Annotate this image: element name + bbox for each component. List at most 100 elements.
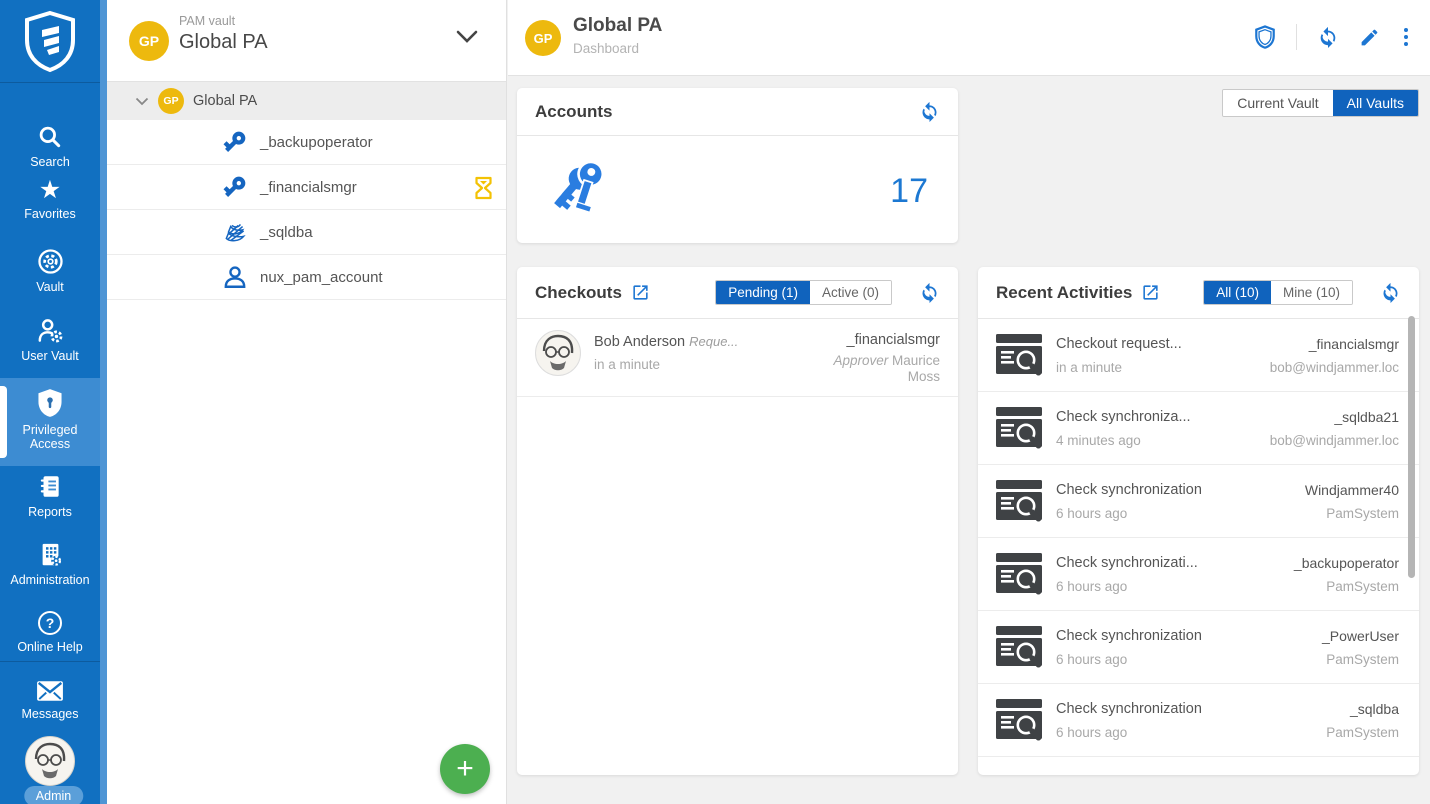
- sidebar-scroll-strip: [100, 0, 107, 804]
- tree-row-account[interactable]: _sqldba: [107, 210, 506, 255]
- activity-title: Check synchroniza...: [1056, 408, 1191, 425]
- activity-time: 6 hours ago: [1056, 578, 1128, 594]
- checkout-request-row[interactable]: Bob Anderson Reque... in a minute _finan…: [517, 319, 958, 398]
- security-shield-button[interactable]: [1254, 25, 1276, 49]
- activity-account: _PowerUser: [1321, 627, 1399, 644]
- current-vault-button[interactable]: Current Vault: [1223, 90, 1333, 116]
- activity-actor: bob@windjammer.loc: [1269, 432, 1399, 448]
- sidebar-item-online-help[interactable]: ? Online Help: [0, 603, 100, 662]
- activity-title: Check synchronization: [1056, 481, 1202, 498]
- tree-row-account[interactable]: _backupoperator: [107, 120, 506, 165]
- activity-time: 6 hours ago: [1056, 651, 1128, 667]
- sidebar-item-vault[interactable]: Vault: [0, 240, 100, 302]
- tree-expander-chevron-icon[interactable]: [135, 97, 149, 106]
- hourglass-pending-icon: [475, 176, 492, 200]
- external-link-icon: [633, 285, 648, 300]
- activities-card-title: Recent Activities: [996, 282, 1133, 302]
- dashboard-header: GP Global PA Dashboard: [508, 0, 1430, 76]
- activity-row[interactable]: Check synchronization 6 hours ago Windja…: [978, 465, 1419, 538]
- divider: [1296, 24, 1297, 50]
- tab-all[interactable]: All (10): [1204, 281, 1271, 304]
- sidebar-item-user-vault[interactable]: User Vault: [0, 309, 100, 371]
- chevron-down-icon: [456, 30, 478, 43]
- scrollbar-thumb[interactable]: [1408, 316, 1415, 578]
- edit-pencil-icon: [1361, 29, 1378, 45]
- tab-pending[interactable]: Pending (1): [716, 281, 810, 304]
- refresh-icon: [1383, 282, 1398, 303]
- tab-active[interactable]: Active (0): [809, 281, 891, 304]
- keys-icon: [554, 160, 605, 214]
- more-options-button[interactable]: [1400, 28, 1412, 46]
- approver-name: Maurice Moss: [891, 353, 940, 385]
- sidebar-user-avatar[interactable]: [0, 734, 100, 788]
- activities-refresh-button[interactable]: [1380, 282, 1401, 303]
- activity-title: Check synchronizati...: [1056, 554, 1198, 571]
- sidebar-item-search[interactable]: Search: [0, 116, 100, 177]
- accounts-card: Accounts: [517, 88, 958, 243]
- activity-log-search-icon: [996, 334, 1042, 376]
- add-account-button[interactable]: +: [440, 744, 490, 794]
- activity-log-search-icon: [996, 626, 1042, 668]
- checkouts-open-button[interactable]: [631, 283, 650, 302]
- page-title: Global PA: [573, 15, 663, 36]
- activity-actor: PamSystem: [1326, 505, 1399, 521]
- sql-server-icon: [225, 223, 246, 242]
- activity-time: 6 hours ago: [1056, 505, 1128, 521]
- search-icon: [39, 126, 61, 148]
- external-link-icon: [1143, 285, 1158, 300]
- vault-scope-toggle: Current Vault All Vaults: [1222, 89, 1419, 117]
- messages-icon: [37, 681, 63, 701]
- activity-row[interactable]: Check synchronization 6 hours ago _Power…: [978, 611, 1419, 684]
- tree-root-vault[interactable]: GP Global PA: [107, 82, 506, 120]
- tree-row-account[interactable]: _financialsmgr: [107, 165, 506, 210]
- activity-row[interactable]: Check synchroniza... 4 minutes ago _sqld…: [978, 392, 1419, 465]
- activity-actor: PamSystem: [1326, 724, 1399, 740]
- activity-time: 4 minutes ago: [1056, 432, 1141, 448]
- refresh-icon: [922, 282, 937, 303]
- activity-row[interactable]: Checkout request... in a minute _financi…: [978, 319, 1419, 392]
- star-icon: ★: [38, 176, 62, 204]
- sidebar-item-reports[interactable]: Reports: [0, 465, 100, 527]
- activities-open-button[interactable]: [1141, 283, 1160, 302]
- main-area: GP Global PA Dashboard: [508, 0, 1430, 804]
- tab-mine[interactable]: Mine (10): [1270, 281, 1352, 304]
- admin-role-badge[interactable]: Admin: [23, 786, 84, 804]
- activity-account: _financialsmgr: [1308, 335, 1399, 352]
- checkouts-refresh-button[interactable]: [919, 282, 940, 303]
- activity-row[interactable]: Check synchronizati... 6 hours ago _back…: [978, 538, 1419, 611]
- recent-activities-card: Recent Activities All (10) Mine (10): [978, 267, 1419, 775]
- activity-log-search-icon: [996, 407, 1042, 449]
- admin-avatar: [25, 736, 75, 786]
- activity-actor: bob@windjammer.loc: [1269, 359, 1399, 375]
- refresh-button[interactable]: [1317, 26, 1339, 48]
- vault-selector[interactable]: GP PAM vault Global PA: [107, 0, 506, 82]
- all-vaults-button[interactable]: All Vaults: [1332, 90, 1418, 116]
- vault-type-label: PAM vault: [179, 14, 236, 28]
- vault-avatar-small: GP: [158, 88, 184, 114]
- request-account: _financialsmgr: [846, 332, 941, 348]
- activity-row[interactable]: Check synchronization 6 hours ago _sqldb…: [978, 684, 1419, 757]
- sidebar-item-favorites[interactable]: ★ Favorites: [24, 176, 76, 222]
- requester-name: Bob Anderson: [594, 334, 686, 350]
- sidebar-item-administration[interactable]: Administration: [0, 533, 100, 595]
- activity-time: 6 hours ago: [1056, 724, 1128, 740]
- accounts-count: 17: [890, 171, 928, 210]
- activities-tabs: All (10) Mine (10): [1203, 280, 1353, 305]
- accounts-refresh-button[interactable]: [919, 101, 940, 122]
- edit-button[interactable]: [1359, 27, 1380, 48]
- key-icon: [223, 131, 246, 152]
- activity-account: _sqldba: [1349, 700, 1399, 717]
- activity-log-search-icon: [996, 480, 1042, 522]
- activity-account: Windjammer40: [1304, 481, 1399, 498]
- request-meta: Reque...: [689, 334, 739, 349]
- refresh-icon: [922, 101, 937, 122]
- activity-log-search-icon: [996, 699, 1042, 741]
- tree-row-account[interactable]: nux_pam_account: [107, 255, 506, 300]
- vault-tree-panel: GP PAM vault Global PA GP Global PA _bac…: [107, 0, 507, 804]
- user-vault-icon: [38, 319, 62, 343]
- activity-title: Check synchronization: [1056, 627, 1202, 644]
- sidebar-item-privileged-access[interactable]: Privileged Access: [0, 378, 100, 466]
- sidebar-item-messages[interactable]: Messages: [0, 672, 100, 729]
- sidebar-divider: [0, 661, 100, 662]
- activity-list: Checkout request... in a minute _financi…: [978, 319, 1419, 757]
